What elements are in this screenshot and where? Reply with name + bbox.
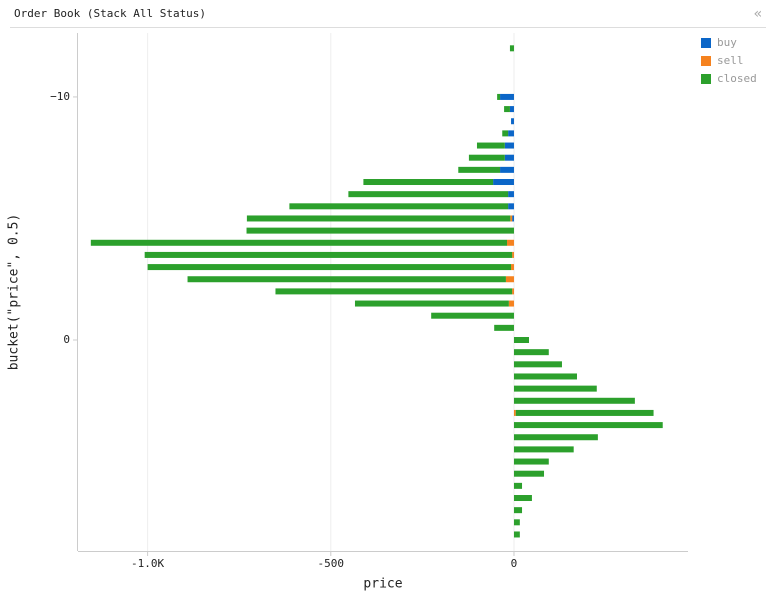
bar-segment xyxy=(494,324,514,331)
bar-segment xyxy=(493,179,514,186)
bar-segment xyxy=(513,385,597,392)
legend-label: closed xyxy=(717,72,757,85)
bar-segment xyxy=(510,215,513,222)
bar-segment xyxy=(275,288,513,295)
bar-segment xyxy=(508,191,514,198)
bar-segment xyxy=(512,251,514,258)
bar-segment xyxy=(348,191,509,198)
bar-segment xyxy=(512,288,514,295)
legend-swatch xyxy=(701,38,711,48)
bar-segment xyxy=(504,106,510,113)
bar-segment xyxy=(509,106,514,113)
bar-segment xyxy=(508,130,514,137)
bar-segment xyxy=(513,519,520,526)
bar-segment xyxy=(144,251,513,258)
bar-segment xyxy=(246,227,514,234)
bar-segment xyxy=(513,507,523,514)
bar-segment xyxy=(508,300,514,307)
x-axis-label: price xyxy=(363,577,402,592)
bar-segment xyxy=(513,337,529,344)
y-tick-label: −10 xyxy=(50,90,70,103)
bar-segment xyxy=(515,409,654,416)
bar-segment xyxy=(513,470,545,477)
y-axis-label: bucket("price", 0.5) xyxy=(7,214,22,371)
bar-segment xyxy=(513,495,532,502)
bar-segment xyxy=(504,142,514,149)
bar-segment xyxy=(513,422,663,429)
bar-segment xyxy=(505,276,514,283)
bar-segment xyxy=(497,93,501,100)
legend-swatch xyxy=(701,56,711,66)
bar-segment xyxy=(513,434,598,441)
bar-segment xyxy=(289,203,509,210)
bar-segment xyxy=(512,215,514,222)
bar-segment xyxy=(431,312,514,319)
bar-segment xyxy=(468,154,505,161)
bar-segment xyxy=(513,531,520,538)
bar-segment xyxy=(500,93,514,100)
bar-segment xyxy=(187,276,506,283)
x-tick-label: -500 xyxy=(318,557,345,570)
bar-segment xyxy=(500,166,514,173)
legend-swatch xyxy=(701,74,711,84)
x-tick-label: -1.0K xyxy=(131,557,164,570)
bar-segment xyxy=(476,142,505,149)
bar-segment xyxy=(509,45,514,52)
bar-segment xyxy=(502,130,509,137)
bar-segment xyxy=(507,239,514,246)
collapse-button[interactable]: « xyxy=(754,6,762,22)
y-tick-label: 0 xyxy=(63,333,70,346)
bar-segment xyxy=(458,166,501,173)
bar-segment xyxy=(513,458,549,465)
bar-segment xyxy=(147,264,512,271)
chart-title: Order Book (Stack All Status) xyxy=(14,7,206,20)
bar-segment xyxy=(513,409,516,416)
bar-segment xyxy=(513,482,523,489)
bar-segment xyxy=(513,397,635,404)
bar-segment xyxy=(508,203,514,210)
bar-segment xyxy=(513,361,562,368)
legend-label: sell xyxy=(717,54,744,67)
bar-segment xyxy=(90,239,508,246)
bar-segment xyxy=(354,300,509,307)
bar-segment xyxy=(513,349,549,356)
bar-segment xyxy=(363,179,494,186)
bar-segment xyxy=(513,373,577,380)
bar-segment xyxy=(504,154,514,161)
x-tick-label: 0 xyxy=(511,557,518,570)
legend-label: buy xyxy=(717,36,737,49)
bar-segment xyxy=(511,264,514,271)
bar-segment xyxy=(513,446,574,453)
bar-segment xyxy=(511,118,514,125)
bar-segment xyxy=(246,215,511,222)
